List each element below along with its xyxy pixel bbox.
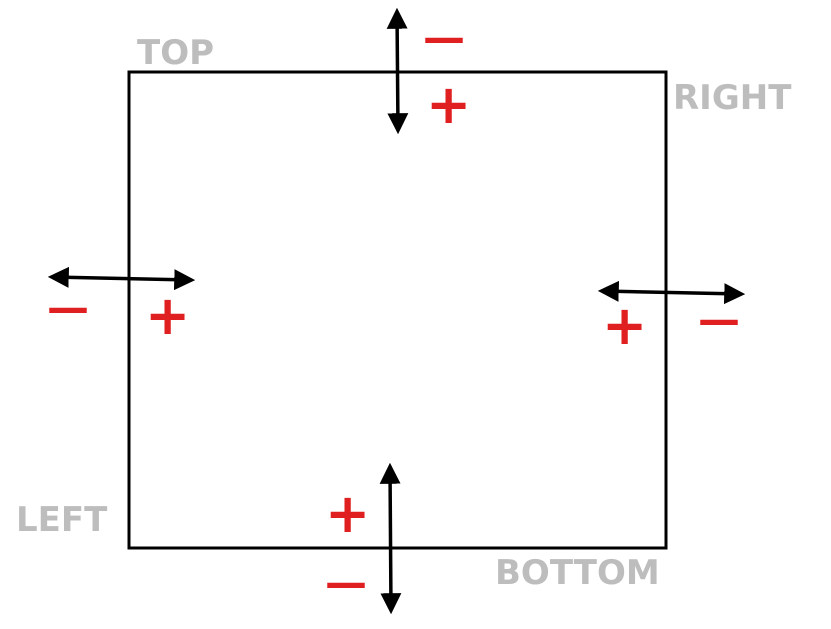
left-label: LEFT xyxy=(16,500,108,540)
bottom-minus-sign: — xyxy=(325,558,367,607)
bottom-plus-sign: + xyxy=(325,482,370,545)
top-label: TOP xyxy=(137,33,214,73)
left-plus-sign: + xyxy=(145,284,190,347)
page-rectangle xyxy=(127,70,668,550)
left-adjust-arrow xyxy=(47,266,196,291)
right-minus-sign: — xyxy=(698,295,740,344)
right-adjust-arrow xyxy=(597,280,746,305)
right-label: RIGHT xyxy=(673,78,792,118)
top-minus-sign: — xyxy=(423,13,465,62)
left-minus-sign: — xyxy=(47,283,89,332)
top-adjust-arrow xyxy=(386,7,409,135)
top-plus-sign: + xyxy=(426,73,471,136)
bottom-label: BOTTOM xyxy=(495,553,660,593)
right-plus-sign: + xyxy=(602,294,647,357)
bottom-adjust-arrow xyxy=(379,462,402,615)
